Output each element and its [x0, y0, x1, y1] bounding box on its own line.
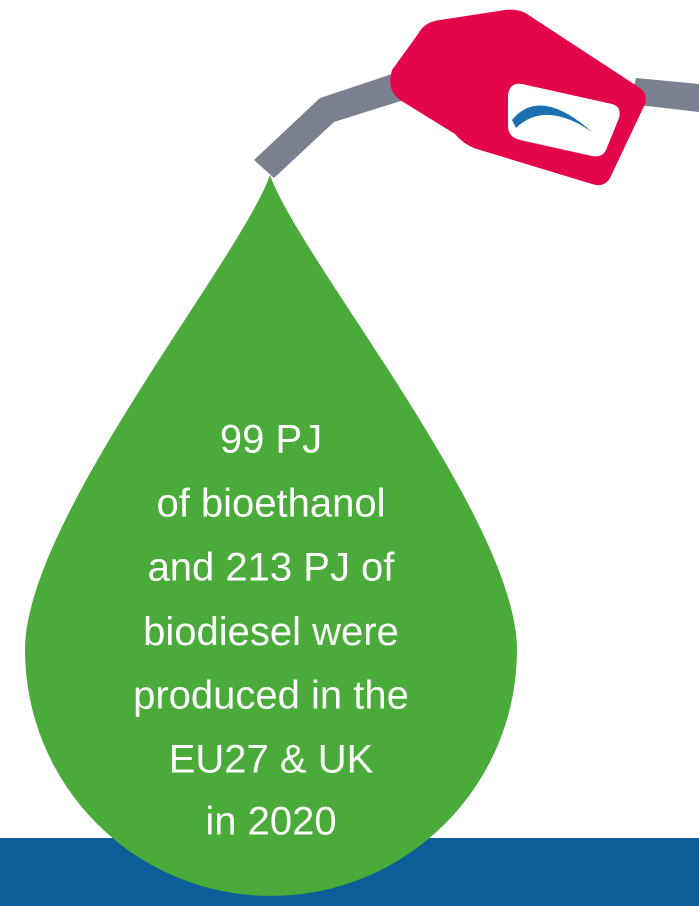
drop	[25, 175, 517, 896]
text-regular: were	[311, 610, 399, 654]
text-line: in 2020	[205, 800, 336, 844]
text-bold: biodiesel	[143, 610, 301, 654]
text-line: and 213 PJ of	[148, 546, 396, 590]
hose-back	[630, 78, 699, 112]
hose	[254, 72, 404, 178]
text-line: produced in the	[133, 674, 409, 718]
text-line: of bioethanol	[156, 482, 385, 526]
text-line: EU27 & UK	[169, 738, 374, 782]
swoosh	[512, 105, 592, 132]
text-line: biodiesel were	[143, 610, 399, 654]
nozzle-window	[508, 83, 620, 157]
text-line: 99 PJ	[220, 418, 322, 462]
